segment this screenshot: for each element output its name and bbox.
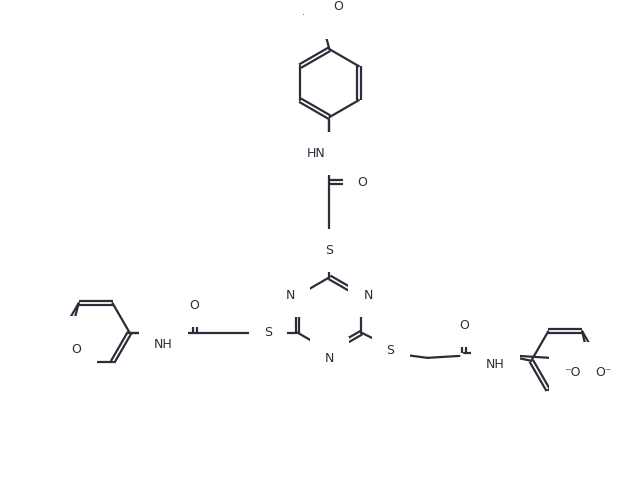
- Text: NH: NH: [154, 338, 173, 351]
- Text: O: O: [333, 0, 343, 13]
- Text: S: S: [386, 344, 394, 356]
- Text: O: O: [190, 299, 200, 312]
- Text: HN: HN: [307, 146, 325, 160]
- Text: O: O: [358, 176, 368, 188]
- Text: ⁻O: ⁻O: [43, 330, 60, 344]
- Text: O: O: [72, 344, 81, 356]
- Text: ⁻O: ⁻O: [564, 366, 581, 378]
- Text: N⁺: N⁺: [318, 10, 335, 24]
- Text: O⁻: O⁻: [595, 366, 612, 378]
- Text: N: N: [286, 289, 295, 302]
- Text: N: N: [325, 352, 334, 366]
- Text: N⁺: N⁺: [59, 330, 75, 344]
- Text: ⁻O: ⁻O: [301, 10, 317, 24]
- Text: N⁺: N⁺: [580, 357, 596, 370]
- Text: N: N: [363, 289, 373, 302]
- Text: NH: NH: [486, 358, 504, 371]
- Text: S: S: [325, 244, 333, 256]
- Text: O: O: [459, 320, 469, 332]
- Text: S: S: [264, 326, 272, 339]
